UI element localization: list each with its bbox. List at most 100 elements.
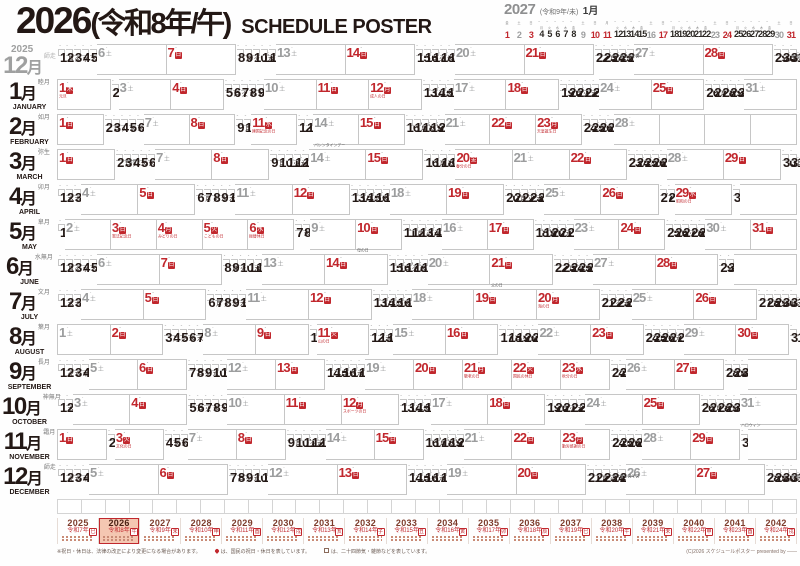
day-number: 13 — [622, 29, 631, 39]
weekday-kanji: 土 — [97, 466, 104, 479]
day-number: 2 — [67, 470, 74, 485]
weekday-kanji: 日 — [339, 256, 347, 269]
day-number: 1 — [60, 260, 67, 275]
weekday-kanji: 土 — [649, 20, 653, 25]
day-cell: 19木 — [448, 429, 470, 449]
day-number: 28 — [667, 150, 682, 165]
weekday-kanji: 土 — [478, 431, 485, 444]
zodiac-icon: 午 — [130, 528, 139, 536]
day-number: 12 — [342, 395, 357, 410]
day-cell: 28水 — [721, 79, 743, 99]
day-note: 大晦日 — [791, 54, 800, 59]
day-number: 4 — [172, 80, 179, 95]
poster-header: 2026(令和8年/午) SCHEDULE POSTER 2027 (令和9年/… — [2, 0, 797, 44]
weekday-kanji: 月 — [671, 25, 676, 30]
strip-year: 2027 — [149, 518, 171, 528]
day-number: 6 — [197, 400, 204, 415]
day-cell: 23木 — [616, 289, 638, 309]
strip-era: 令和14年 — [353, 528, 378, 534]
day-cell: 9月 — [270, 149, 285, 169]
weekday-kanji: 土 — [629, 116, 636, 129]
weekday-kanji: 日 — [146, 361, 154, 374]
weekday-kanji: 日 — [197, 116, 205, 129]
day-number: 24 — [620, 220, 634, 235]
day-cell: 2月 — [104, 114, 120, 134]
next-year-day: 火19 — [678, 20, 687, 39]
day-number: 9 — [580, 30, 586, 40]
day-number: 1 — [59, 80, 66, 95]
strip-year: 2029 — [231, 518, 253, 528]
weekday-kanji: 水 — [575, 361, 583, 374]
day-number: 23 — [574, 220, 589, 235]
day-cell: 5火こどもの日 — [202, 219, 249, 250]
month-label: 6月水無月 JUNE — [2, 254, 57, 287]
day-cell: 14水 — [430, 79, 452, 99]
day-cell: 1木 — [58, 394, 74, 414]
day-cell: 13金 — [318, 429, 340, 449]
weekday-kanji: 日 — [502, 396, 510, 409]
day-number: 9 — [257, 85, 265, 100]
day-number: 2 — [67, 365, 74, 380]
day-cell: 4水 — [120, 114, 136, 134]
day-cell: 29月 — [774, 44, 795, 64]
weekday-kanji: 日 — [718, 46, 726, 59]
year-block-2034: 2034 令和16年寅 — [428, 518, 469, 544]
day-number: 8 — [197, 365, 204, 380]
day-cell: 1火 — [58, 359, 74, 379]
day-number: 13 — [263, 255, 277, 270]
next-year-number: 2027 — [504, 1, 536, 18]
day-number: 3 — [111, 220, 119, 235]
day-cell: 2水 — [66, 464, 81, 484]
blank-cell — [129, 499, 154, 514]
day-note: ひな祭り — [125, 159, 141, 164]
weekday-kanji: 木 — [797, 296, 800, 309]
weekday-kanji: 火 — [330, 326, 338, 339]
day-cell — [734, 254, 798, 285]
weekday-kanji: 火 — [547, 25, 552, 30]
day-cell: 25月 — [666, 219, 687, 239]
day-cell: 14土 — [309, 149, 367, 180]
weekday-kanji: 木 — [66, 81, 74, 94]
day-cell: 2木 — [66, 289, 81, 309]
weekday-kanji: 土 — [404, 186, 411, 199]
day-cell: 23土 — [573, 219, 620, 250]
copyright-line: (C)2026 スケジュールポスター presented by ―― — [686, 548, 797, 555]
day-cell: 28火 — [766, 289, 787, 309]
day-number: 9 — [287, 435, 295, 450]
weekday-kanji: 土 — [646, 291, 653, 304]
month-number: 12 — [3, 463, 28, 490]
day-number: 5 — [144, 290, 152, 305]
day-number: 4 — [539, 29, 544, 39]
day-number: 3 — [75, 295, 82, 310]
day-cell: 3水 — [74, 44, 89, 64]
day-cell: 9木 — [220, 184, 235, 204]
blank-cell — [81, 499, 106, 514]
day-cell: 27月 — [659, 184, 681, 204]
day-cell: 8日 — [212, 149, 270, 180]
month-english-name: JULY — [20, 314, 39, 321]
day-number: 4 — [173, 330, 180, 345]
day-cell: 5月 — [224, 79, 240, 99]
day-cell: 4土 — [81, 289, 144, 320]
day-number: 25 — [643, 395, 658, 410]
day-cell: 13水 — [418, 219, 440, 239]
weekday-kanji: 土 — [127, 81, 134, 94]
blank-cell — [177, 499, 202, 514]
day-number: 1 — [60, 225, 67, 240]
weekday-kanji: 日 — [220, 151, 228, 164]
weekday-kanji: 金 — [505, 20, 509, 25]
day-number: 24 — [600, 80, 614, 95]
day-cell: 28木 — [690, 219, 711, 239]
month-label: 4月卯月 APRIL — [2, 184, 57, 217]
day-cell: 2水 — [66, 359, 81, 379]
day-cell: 22月 — [554, 254, 575, 274]
zodiac-icon: 寅 — [458, 528, 467, 536]
year-block-2036: 2036 令和18年辰 — [510, 518, 551, 544]
day-cell: 12月スポーツの日 — [341, 394, 400, 425]
day-cell: 8金 — [303, 219, 318, 239]
weekday-kanji: 土 — [81, 396, 88, 409]
day-cell: 22木 — [584, 79, 605, 99]
day-cell: 5日 — [138, 184, 196, 215]
day-cell: 13月 — [350, 184, 372, 204]
day-number: 22 — [491, 115, 505, 130]
